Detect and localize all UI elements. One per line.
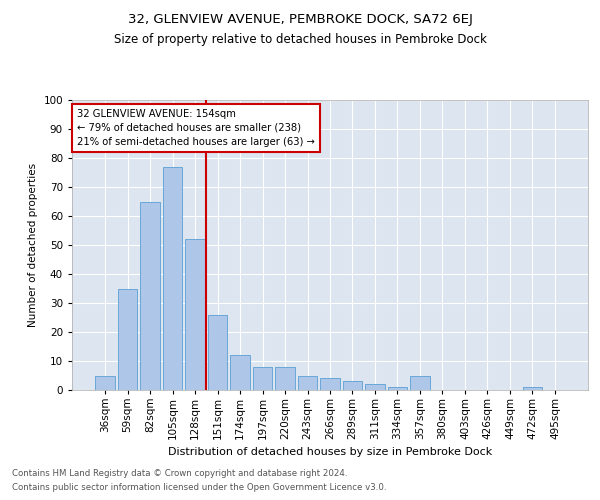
Bar [140,202,160,390]
Bar [118,288,137,390]
Text: Contains public sector information licensed under the Open Government Licence v3: Contains public sector information licen… [12,484,386,492]
X-axis label: Distribution of detached houses by size in Pembroke Dock: Distribution of detached houses by size … [168,448,492,458]
Bar [275,367,295,390]
Bar [410,376,430,390]
Bar [523,387,542,390]
Bar [185,239,205,390]
Bar [343,382,362,390]
Text: Size of property relative to detached houses in Pembroke Dock: Size of property relative to detached ho… [113,32,487,46]
Bar [298,376,317,390]
Text: Contains HM Land Registry data © Crown copyright and database right 2024.: Contains HM Land Registry data © Crown c… [12,468,347,477]
Bar [230,355,250,390]
Bar [95,376,115,390]
Bar [253,367,272,390]
Text: 32, GLENVIEW AVENUE, PEMBROKE DOCK, SA72 6EJ: 32, GLENVIEW AVENUE, PEMBROKE DOCK, SA72… [128,12,472,26]
Bar [388,387,407,390]
Y-axis label: Number of detached properties: Number of detached properties [28,163,38,327]
Bar [208,314,227,390]
Bar [163,166,182,390]
Text: 32 GLENVIEW AVENUE: 154sqm
← 79% of detached houses are smaller (238)
21% of sem: 32 GLENVIEW AVENUE: 154sqm ← 79% of deta… [77,108,315,146]
Bar [320,378,340,390]
Bar [365,384,385,390]
